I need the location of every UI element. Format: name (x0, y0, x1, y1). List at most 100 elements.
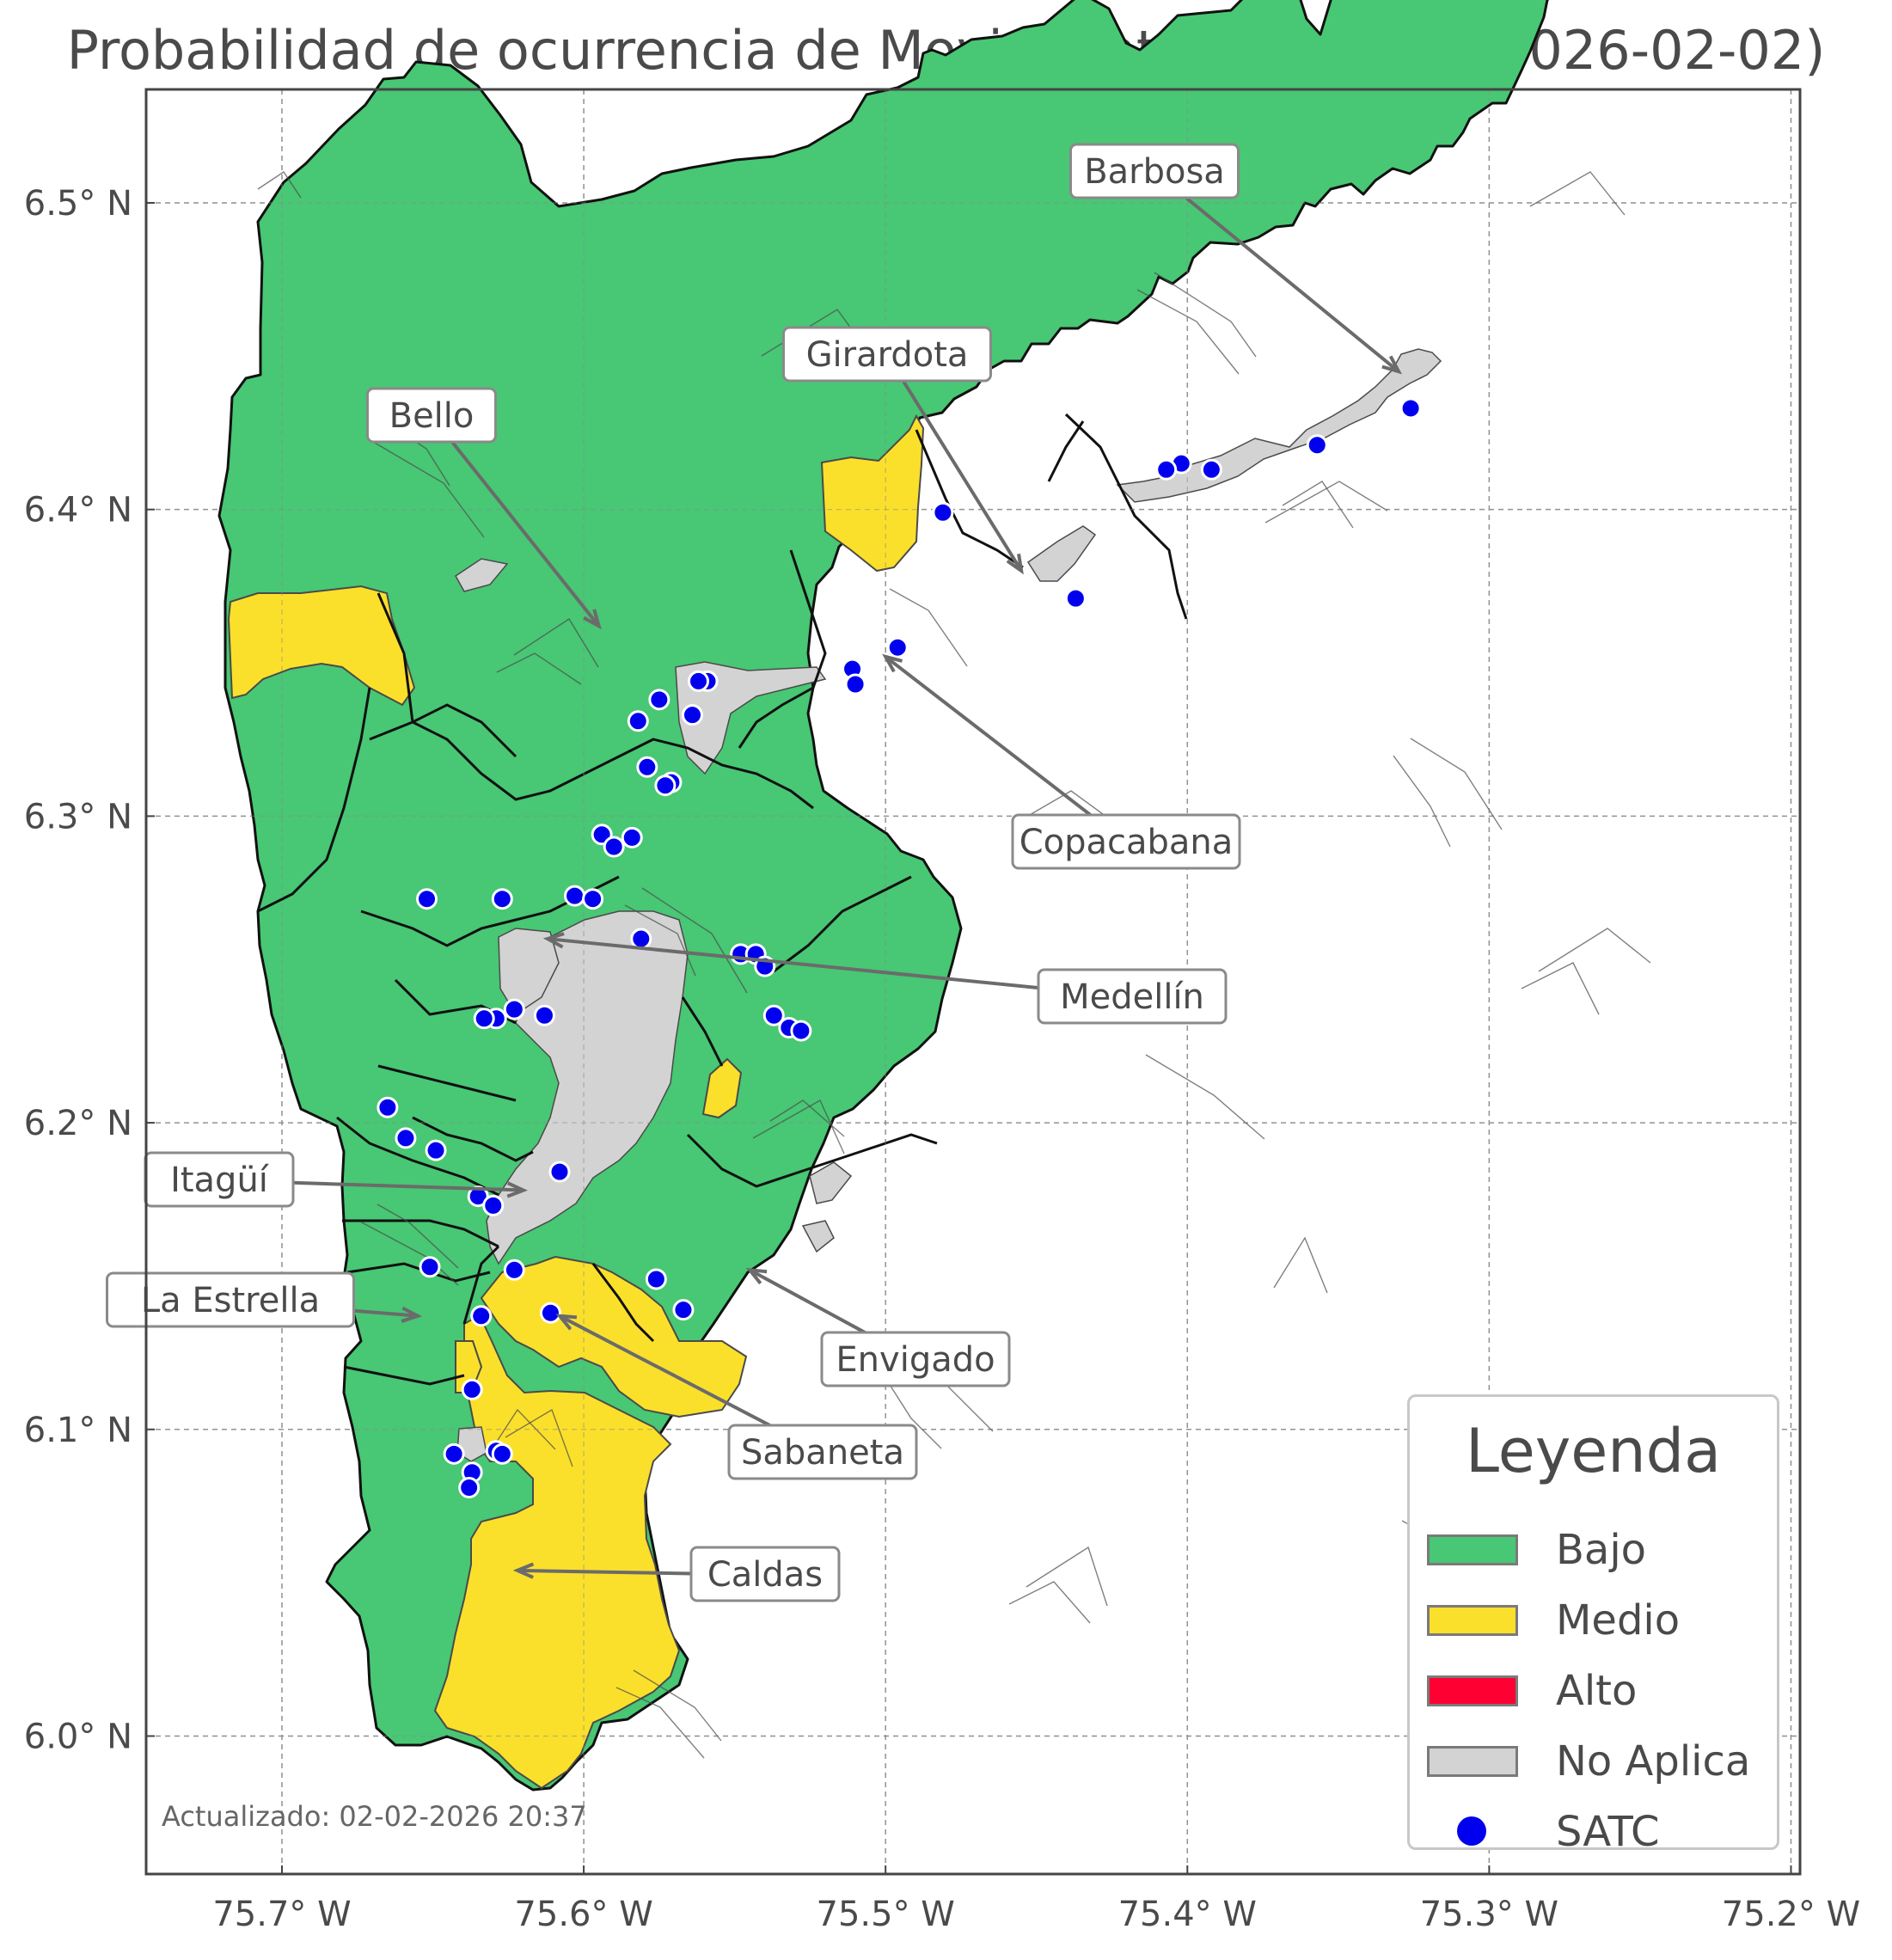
satc-station-marker (419, 1256, 441, 1278)
vereda-boundary (1393, 755, 1451, 848)
vereda-boundary (496, 652, 582, 685)
map-regions (217, 0, 1651, 1792)
callout-label: Girardota (806, 335, 969, 375)
legend-label-satc: SATC (1556, 1808, 1660, 1856)
legend-item-bajo: Bajo (1427, 1524, 1771, 1576)
satc-station-marker (603, 836, 625, 858)
satc-station-marker (1200, 458, 1222, 481)
municipal-boundary (681, 996, 724, 1067)
callout-label: Medellín (1060, 977, 1204, 1017)
municipal-boundary (591, 1263, 655, 1343)
municipal-boundary (257, 687, 371, 913)
satc-station-marker (458, 1477, 481, 1499)
satc-station-marker (654, 775, 677, 797)
legend-swatch-bajo (1427, 1534, 1518, 1565)
callout-9: Caldas (689, 1546, 841, 1602)
vereda-boundary (1264, 481, 1388, 524)
callout-box (1011, 813, 1241, 870)
vereda-boundary (633, 1669, 722, 1742)
vereda-boundary (1136, 289, 1240, 375)
vereda-boundary (513, 618, 599, 668)
satc-station-marker (645, 1268, 667, 1290)
satc-station-marker (886, 636, 909, 658)
legend-title: Leyenda (1465, 1416, 1722, 1486)
vereda-boundary (889, 588, 968, 667)
municipal-boundary (1064, 413, 1188, 620)
satc-station-marker (1399, 397, 1422, 420)
satc-station-marker (790, 1020, 812, 1042)
y-tick-label: 6.0° N (24, 1717, 132, 1756)
callout-arrowhead (512, 1562, 535, 1579)
y-tick-label: 6.1° N (24, 1411, 132, 1450)
satc-station-marker (539, 1302, 561, 1324)
satc-station-marker (648, 689, 670, 711)
municipal-boundary (686, 1133, 938, 1188)
satc-station-marker (636, 756, 658, 778)
y-tick-label: 6.2° N (24, 1104, 132, 1143)
municipal-boundary (738, 549, 827, 749)
map-frame (144, 88, 1802, 1876)
vereda-boundary (1282, 481, 1354, 529)
vereda-boundary (1145, 1054, 1265, 1140)
municipal-boundary (377, 592, 585, 801)
legend-label-medio: Medio (1556, 1596, 1681, 1645)
region-medio (820, 413, 925, 573)
satc-station-marker (473, 1008, 495, 1030)
satc-station-marker (548, 1161, 571, 1183)
vereda-boundary (641, 887, 748, 994)
callout-arrowhead (555, 1314, 578, 1331)
callout-arrowhead (506, 1181, 529, 1198)
satc-station-marker (533, 1004, 555, 1026)
callout-box (782, 326, 992, 383)
callout-arrowhead (542, 932, 565, 949)
callout-label: Itagüí (170, 1161, 270, 1200)
callout-5: Itagüí (144, 1151, 295, 1208)
municipality-callouts: Barbosa Girardota Bello Copacabana Medellín I… (106, 143, 1403, 1602)
vereda-boundary (752, 1099, 845, 1155)
callout-box (820, 1331, 1011, 1387)
satc-station-marker (688, 670, 710, 692)
municipal-boundaries (257, 171, 1651, 1759)
satc-station-marker (630, 928, 652, 950)
satc-station-marker (672, 1299, 695, 1321)
y-tick-label: 6.5° N (24, 184, 132, 224)
satc-station-marker (582, 888, 604, 910)
callout-leader (884, 655, 1128, 844)
callout-label: La Estrella (141, 1281, 320, 1320)
callout-arrowhead (583, 609, 602, 630)
satc-station-marker (681, 704, 703, 726)
legend-label-no-aplica: No Aplica (1556, 1737, 1751, 1785)
legend-dot-satc (1457, 1816, 1486, 1846)
satc-station-marker (564, 885, 586, 907)
region-no-aplica (498, 928, 560, 1016)
region-no-aplica (1026, 525, 1097, 582)
callout-leader (430, 414, 601, 628)
region-medio (701, 1057, 743, 1119)
callout-label: Barbosa (1084, 152, 1225, 192)
callout-1: Girardota (782, 326, 992, 383)
legend-swatch-no-aplica (1427, 1746, 1518, 1777)
legend-item-satc: SATC (1427, 1806, 1771, 1858)
municipal-boundary (342, 1219, 499, 1248)
satc-station-marker (416, 888, 438, 910)
municipal-boundary (369, 703, 517, 758)
callout-4: Medellín (1037, 968, 1228, 1025)
vereda-boundary (487, 1408, 556, 1455)
satc-stations (377, 397, 1422, 1499)
legend-item-alto: Alto (1427, 1665, 1771, 1717)
region-no-aplica (1116, 348, 1442, 503)
legend-item-no-aplica: No Aplica (1427, 1736, 1771, 1787)
satc-station-marker (395, 1127, 417, 1149)
region-no-aplica (455, 558, 509, 592)
satc-station-marker (467, 1185, 489, 1208)
x-tick-label: 75.7° W (212, 1895, 351, 1934)
callout-0: Barbosa (1069, 143, 1240, 199)
vereda-boundary (505, 1408, 573, 1467)
callout-label: Sabaneta (741, 1433, 904, 1473)
municipal-boundary (915, 429, 1024, 569)
callout-2: Bello (366, 387, 497, 444)
satc-station-marker (1155, 458, 1178, 481)
region-no-aplica (801, 1220, 835, 1253)
vereda-boundary (1017, 790, 1117, 824)
satc-station-marker (1064, 587, 1087, 609)
